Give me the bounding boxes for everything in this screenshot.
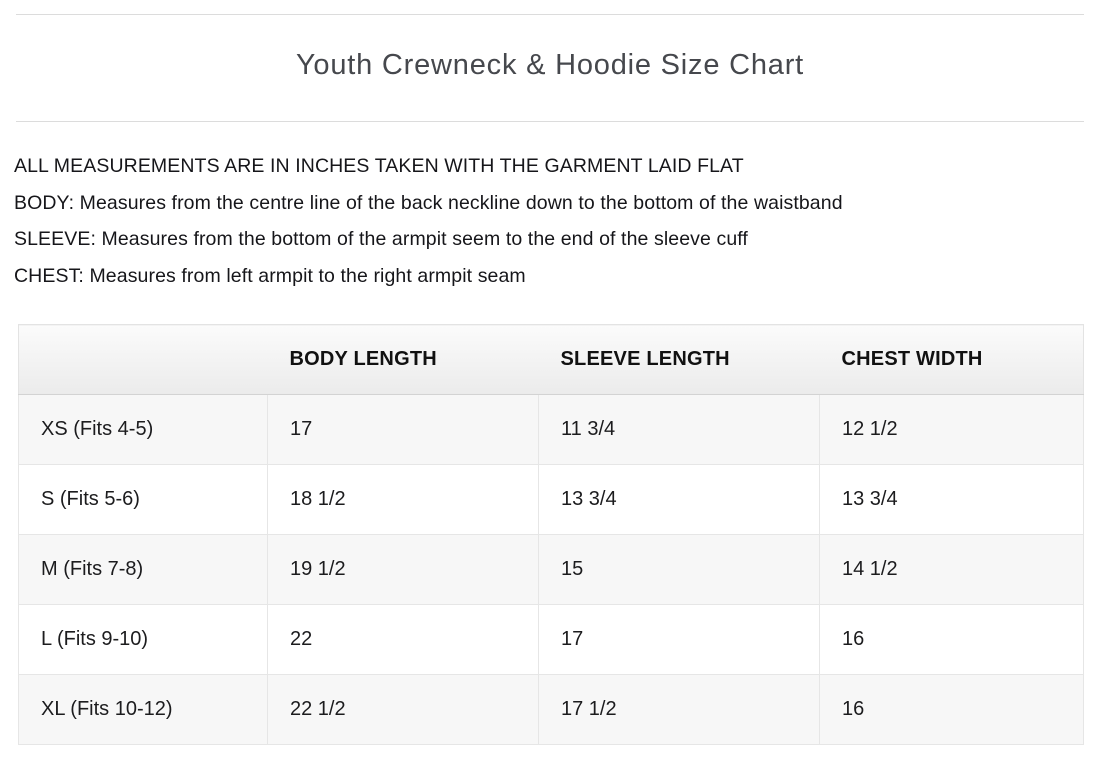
- body-length-value: 22 1/2: [267, 674, 539, 745]
- page-title: Youth Crewneck & Hoodie Size Chart: [295, 49, 805, 81]
- top-divider: [16, 14, 1084, 15]
- column-header-chest-width: CHEST WIDTH: [819, 324, 1084, 395]
- column-header-sleeve-length: SLEEVE LENGTH: [538, 324, 820, 395]
- body-length-value: 17: [267, 394, 539, 465]
- column-header-body-length: BODY LENGTH: [267, 324, 539, 395]
- sleeve-length-value: 17: [538, 604, 820, 675]
- chest-width-value: 14 1/2: [819, 534, 1084, 605]
- sleeve-length-value: 13 3/4: [538, 464, 820, 535]
- note-chest-definition: CHEST: Measures from left armpit to the …: [14, 264, 526, 287]
- note-measurements: ALL MEASUREMENTS ARE IN INCHES TAKEN WIT…: [14, 155, 744, 177]
- table-row-s: S (Fits 5-6) 18 1/2 13 3/4 13 3/4: [18, 464, 1084, 535]
- chest-width-value: 16: [819, 674, 1084, 745]
- body-length-value: 19 1/2: [267, 534, 539, 605]
- measurement-notes: ALL MEASUREMENTS ARE IN INCHES TAKEN WIT…: [14, 148, 1086, 294]
- sleeve-length-value: 15: [538, 534, 820, 605]
- body-length-value: 18 1/2: [267, 464, 539, 535]
- note-body-definition: BODY: Measures from the centre line of t…: [14, 191, 843, 214]
- size-label: XL (Fits 10-12): [18, 674, 268, 745]
- chest-width-value: 13 3/4: [819, 464, 1084, 535]
- title-divider: [16, 121, 1084, 122]
- table-row-xl: XL (Fits 10-12) 22 1/2 17 1/2 16: [18, 674, 1084, 745]
- body-length-value: 22: [267, 604, 539, 675]
- size-label: XS (Fits 4-5): [18, 394, 268, 465]
- sleeve-length-value: 17 1/2: [538, 674, 820, 745]
- column-header-size: [18, 324, 268, 395]
- size-label: M (Fits 7-8): [18, 534, 268, 605]
- table-row-xs: XS (Fits 4-5) 17 11 3/4 12 1/2: [18, 394, 1084, 465]
- size-label: S (Fits 5-6): [18, 464, 268, 535]
- table-row-m: M (Fits 7-8) 19 1/2 15 14 1/2: [18, 534, 1084, 605]
- size-chart-table: BODY LENGTH SLEEVE LENGTH CHEST WIDTH XS…: [18, 324, 1084, 745]
- table-row-l: L (Fits 9-10) 22 17 16: [18, 604, 1084, 675]
- note-sleeve-definition: SLEEVE: Measures from the bottom of the …: [14, 228, 748, 250]
- chest-width-value: 16: [819, 604, 1084, 675]
- chest-width-value: 12 1/2: [819, 394, 1084, 465]
- size-label: L (Fits 9-10): [18, 604, 268, 675]
- sleeve-length-value: 11 3/4: [538, 394, 820, 465]
- table-header-row: BODY LENGTH SLEEVE LENGTH CHEST WIDTH: [18, 324, 1084, 395]
